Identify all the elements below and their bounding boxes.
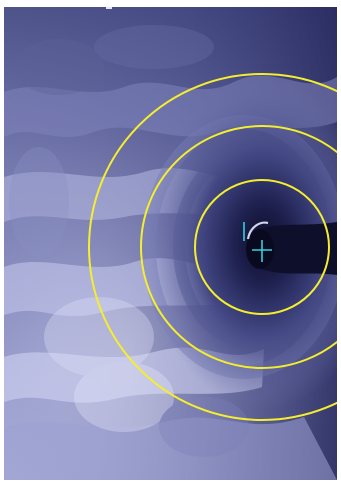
lesion-core xyxy=(246,229,274,269)
cyan-markers xyxy=(243,222,272,262)
top-artifact xyxy=(106,7,112,9)
acoustic-shadow xyxy=(262,222,337,275)
yellow-rings xyxy=(88,73,337,421)
inner-ring xyxy=(194,179,330,315)
outer-ring xyxy=(88,73,337,421)
scan-image-frame xyxy=(4,7,337,480)
bright-echo-arc xyxy=(246,221,269,240)
scan-image xyxy=(4,7,337,480)
middle-ring xyxy=(140,125,337,369)
